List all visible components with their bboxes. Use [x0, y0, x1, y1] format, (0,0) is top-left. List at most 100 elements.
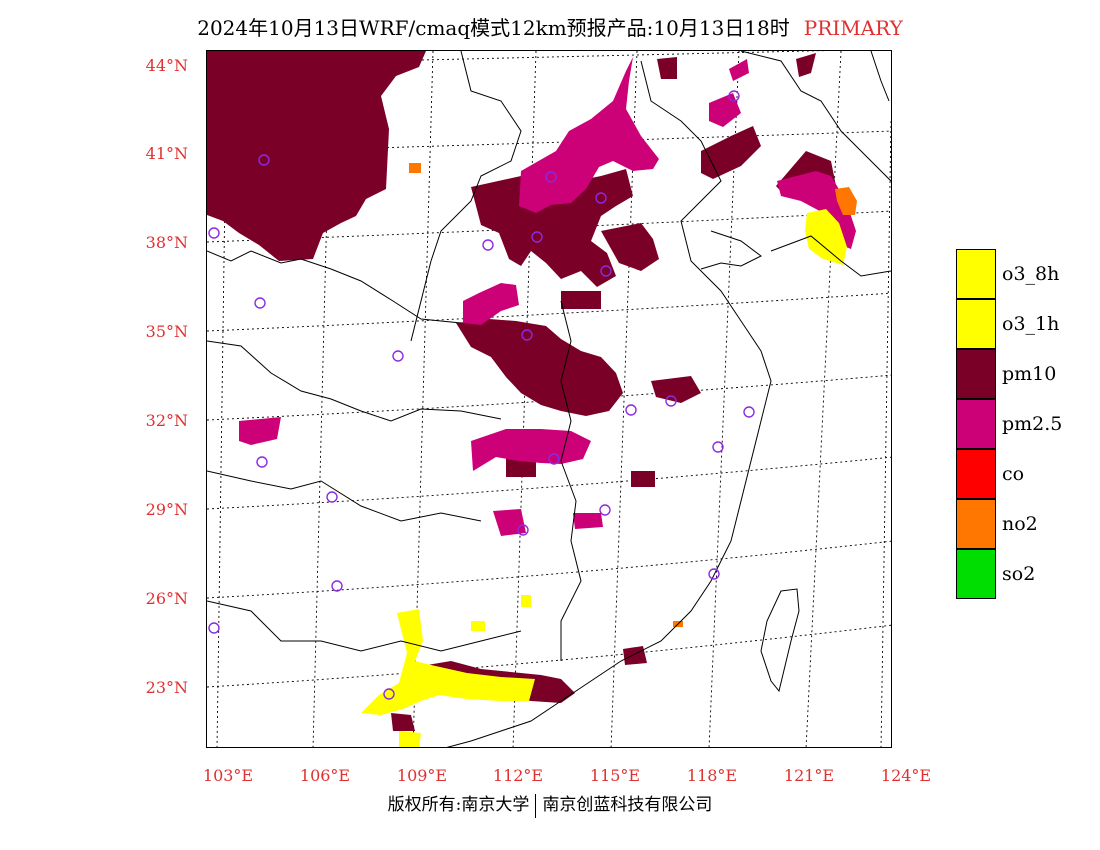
station-marker — [521, 329, 533, 341]
map-svg — [207, 51, 891, 747]
station-marker — [548, 453, 560, 465]
o3-region-liaoning — [805, 209, 847, 265]
o3-region-coast — [399, 731, 421, 747]
station-marker — [595, 192, 607, 204]
boundary-shanxi — [410, 51, 522, 342]
legend-label-co: co — [1002, 463, 1025, 485]
lat-label-26: 26°N — [145, 589, 188, 608]
boundary-northeast — [740, 51, 891, 182]
map-canvas — [206, 50, 892, 748]
no2-region-dalian — [835, 187, 857, 215]
lon-label-124: 124°E — [880, 766, 932, 785]
boundary-jiangxi — [560, 300, 582, 661]
station-marker — [254, 297, 266, 309]
station-markers — [208, 90, 755, 700]
coastline-shandong — [700, 230, 762, 270]
no2-region-spot-1 — [409, 163, 421, 173]
o3-region-south — [361, 609, 535, 715]
pm10-region-northwest — [207, 51, 426, 261]
legend-swatch-o3-8h — [956, 249, 996, 299]
pm10-region-inner-mongolia — [657, 57, 677, 79]
graticule-lat-23 — [207, 624, 891, 688]
pm25-region-beijing — [519, 57, 659, 213]
lon-label-118: 118°E — [686, 766, 738, 785]
pm25-region-jiangxi — [573, 513, 603, 529]
coastline-east — [446, 60, 772, 747]
lon-label-106: 106°E — [299, 766, 351, 785]
taiwan-outline — [760, 588, 800, 693]
map-title: 2024年10月13日WRF/cmaq模式12km预报产品:10月13日18时 P… — [0, 12, 1100, 41]
lat-label-44: 44°N — [145, 56, 188, 75]
pm10-region-east — [651, 376, 701, 403]
boundary-ne-corner — [870, 51, 890, 102]
pm10-region-central — [456, 319, 623, 416]
footer-divider — [535, 793, 537, 818]
station-marker — [708, 568, 720, 580]
lat-label-23: 23°N — [145, 678, 188, 697]
legend-swatch-so2 — [956, 549, 996, 599]
pm25-region-hunan — [493, 509, 526, 536]
footer-left: 版权所有:南京大学 — [387, 795, 530, 815]
graticule-lat-35 — [207, 292, 891, 332]
station-marker — [545, 171, 557, 183]
station-marker — [208, 227, 220, 239]
station-marker — [326, 491, 338, 503]
legend-swatch-pm10 — [956, 349, 996, 399]
station-marker — [331, 580, 343, 592]
boundary-sichuan — [207, 340, 502, 422]
legend-swatch-pm25 — [956, 399, 996, 449]
pm10-region-guangxi — [391, 713, 415, 731]
legend-swatch-no2 — [956, 499, 996, 549]
lon-label-112: 112°E — [492, 766, 544, 785]
legend-label-so2: so2 — [1002, 563, 1036, 585]
pm10-region-northeast — [701, 126, 761, 179]
station-marker — [208, 622, 220, 634]
pm10-region-shanxi — [561, 291, 601, 309]
o3-region-spot-1 — [471, 621, 485, 631]
station-marker — [383, 688, 395, 700]
pm10-region-fujian — [623, 646, 647, 665]
pm10-region-ne-small — [796, 53, 816, 77]
station-marker — [258, 154, 270, 166]
legend-swatch-co — [956, 449, 996, 499]
lon-label-115: 115°E — [589, 766, 641, 785]
lat-label-29: 29°N — [145, 500, 188, 519]
pm25-region-ne-small — [729, 59, 749, 81]
pm10-region-north — [471, 169, 633, 287]
station-marker — [482, 239, 494, 251]
station-marker — [728, 90, 740, 102]
lon-label-121: 121°E — [783, 766, 835, 785]
lon-label-109: 109°E — [396, 766, 448, 785]
graticule-lon-121 — [805, 51, 842, 747]
graticule-lat-32 — [207, 374, 891, 421]
lat-label-32: 32°N — [145, 411, 188, 430]
station-marker — [517, 524, 529, 536]
boundary-northwest — [207, 250, 462, 324]
pm10-region-hunan — [506, 457, 536, 477]
boundary-guangxi — [207, 600, 522, 652]
pm25-region-sichuan — [239, 417, 281, 445]
legend-label-o3-1h: o3_1h — [1002, 313, 1060, 335]
lat-label-35: 35°N — [145, 322, 188, 341]
station-marker — [625, 404, 637, 416]
legend-label-no2: no2 — [1002, 513, 1038, 535]
station-marker — [743, 406, 755, 418]
pm10-regions — [207, 51, 836, 731]
legend-label-pm10: pm10 — [1002, 363, 1057, 385]
pm10-region-hebei — [601, 223, 659, 271]
copyright-footer: 版权所有:南京大学 南京创蓝科技有限公司 — [0, 790, 1100, 818]
station-marker — [600, 265, 612, 277]
o3-regions — [361, 209, 847, 747]
pm25-region-shaanxi — [463, 283, 519, 325]
footer-right: 南京创蓝科技有限公司 — [542, 795, 713, 815]
graticule-lat-26 — [207, 540, 891, 599]
legend-label-pm25: pm2.5 — [1002, 413, 1063, 435]
title-tag: PRIMARY — [803, 16, 903, 40]
station-marker — [599, 504, 611, 516]
boundaries — [207, 51, 891, 747]
coastline-korea — [770, 235, 891, 277]
station-marker — [712, 441, 724, 453]
pm10-region-jiangxi — [631, 471, 655, 487]
lat-label-41: 41°N — [145, 144, 188, 163]
lon-label-103: 103°E — [202, 766, 254, 785]
